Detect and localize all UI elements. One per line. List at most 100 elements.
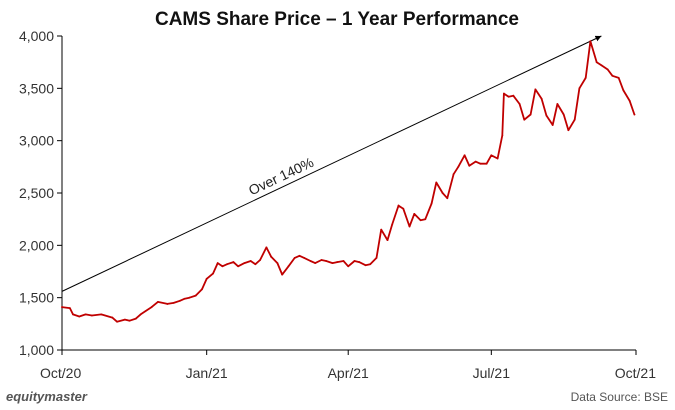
price-point xyxy=(188,296,191,299)
price-point xyxy=(589,40,592,43)
price-point xyxy=(84,313,87,316)
price-point xyxy=(265,246,268,249)
x-tick-label: Jul/21 xyxy=(473,365,511,381)
y-tick-label: 1,000 xyxy=(19,342,54,358)
price-point xyxy=(584,76,587,79)
price-point xyxy=(336,261,339,263)
price-point xyxy=(61,306,63,308)
price-point xyxy=(446,197,449,200)
x-tick-label: Jan/21 xyxy=(186,365,228,381)
price-point xyxy=(353,260,356,262)
price-point xyxy=(611,74,614,77)
price-point xyxy=(325,260,328,262)
price-point xyxy=(303,256,306,259)
price-point xyxy=(342,260,345,262)
price-point xyxy=(237,265,240,268)
equitymaster-logo: equitymaster xyxy=(6,389,88,404)
price-point xyxy=(578,87,581,90)
price-point xyxy=(391,223,394,226)
price-point xyxy=(331,262,334,265)
price-point xyxy=(183,297,186,300)
price-point xyxy=(298,254,301,257)
price-point xyxy=(254,263,257,266)
price-point xyxy=(523,118,526,121)
price-point xyxy=(205,277,208,280)
price-point xyxy=(540,97,543,100)
price-point xyxy=(72,313,74,316)
price-point xyxy=(573,118,576,121)
price-point xyxy=(503,92,505,95)
price-point xyxy=(232,261,235,263)
price-point xyxy=(562,113,565,116)
price-point xyxy=(622,89,625,92)
price-point xyxy=(216,262,219,265)
price-point xyxy=(424,218,427,221)
data-source-label: Data Source: BSE xyxy=(571,390,668,404)
price-point xyxy=(545,114,548,117)
price-point xyxy=(397,204,400,207)
series-group xyxy=(61,40,636,323)
price-point xyxy=(135,317,137,320)
price-point xyxy=(369,263,372,266)
price-point xyxy=(556,103,559,105)
price-point xyxy=(419,219,422,222)
x-axis-ticks: Oct/20 Jan/21 Apr/21 Jul/21 Oct/21 xyxy=(40,350,656,381)
y-tick-label: 2,500 xyxy=(19,185,54,201)
price-point xyxy=(463,154,466,157)
price-point xyxy=(413,213,416,215)
price-point xyxy=(259,259,262,261)
price-point xyxy=(375,256,378,259)
price-point xyxy=(320,259,323,261)
price-point xyxy=(468,164,471,167)
price-point xyxy=(172,302,175,304)
price-point xyxy=(212,272,214,275)
price-point xyxy=(221,265,224,268)
price-point xyxy=(567,129,570,132)
price-point xyxy=(201,288,203,291)
price-series-line xyxy=(61,40,636,323)
price-point xyxy=(606,68,609,71)
price-point xyxy=(534,88,537,91)
price-point xyxy=(441,192,444,194)
price-point xyxy=(243,262,246,265)
price-point xyxy=(628,99,631,102)
price-point xyxy=(144,310,147,313)
price-point xyxy=(386,239,389,242)
price-point xyxy=(124,318,126,321)
price-point xyxy=(490,154,493,157)
price-point xyxy=(276,262,279,265)
price-point xyxy=(111,316,114,319)
price-point xyxy=(364,264,367,267)
price-point xyxy=(496,157,499,160)
x-tick-label: Apr/21 xyxy=(328,365,369,381)
price-point xyxy=(100,313,103,316)
price-point xyxy=(358,261,361,263)
price-point xyxy=(139,313,142,316)
price-point xyxy=(249,260,252,262)
price-point xyxy=(179,299,181,302)
price-point xyxy=(501,134,504,137)
price-point xyxy=(150,306,153,308)
price-point xyxy=(314,262,317,265)
y-tick-label: 2,000 xyxy=(19,237,54,253)
price-point xyxy=(293,256,296,259)
price-point xyxy=(507,95,510,98)
price-point xyxy=(485,162,488,165)
price-point xyxy=(128,319,131,322)
price-point xyxy=(474,160,477,163)
price-point xyxy=(529,113,532,116)
y-tick-label: 1,500 xyxy=(19,290,54,306)
x-tick-label: Oct/20 xyxy=(40,365,81,381)
price-point xyxy=(600,64,603,67)
chart-title: CAMS Share Price – 1 Year Performance xyxy=(155,9,519,30)
price-point xyxy=(309,260,312,262)
x-tick-label: Oct/21 xyxy=(615,365,656,381)
price-point xyxy=(595,61,598,64)
price-point xyxy=(116,320,118,323)
price-point xyxy=(617,76,620,79)
price-point xyxy=(166,303,169,305)
price-point xyxy=(157,300,159,303)
growth-annotation: Over 140% xyxy=(61,35,602,292)
